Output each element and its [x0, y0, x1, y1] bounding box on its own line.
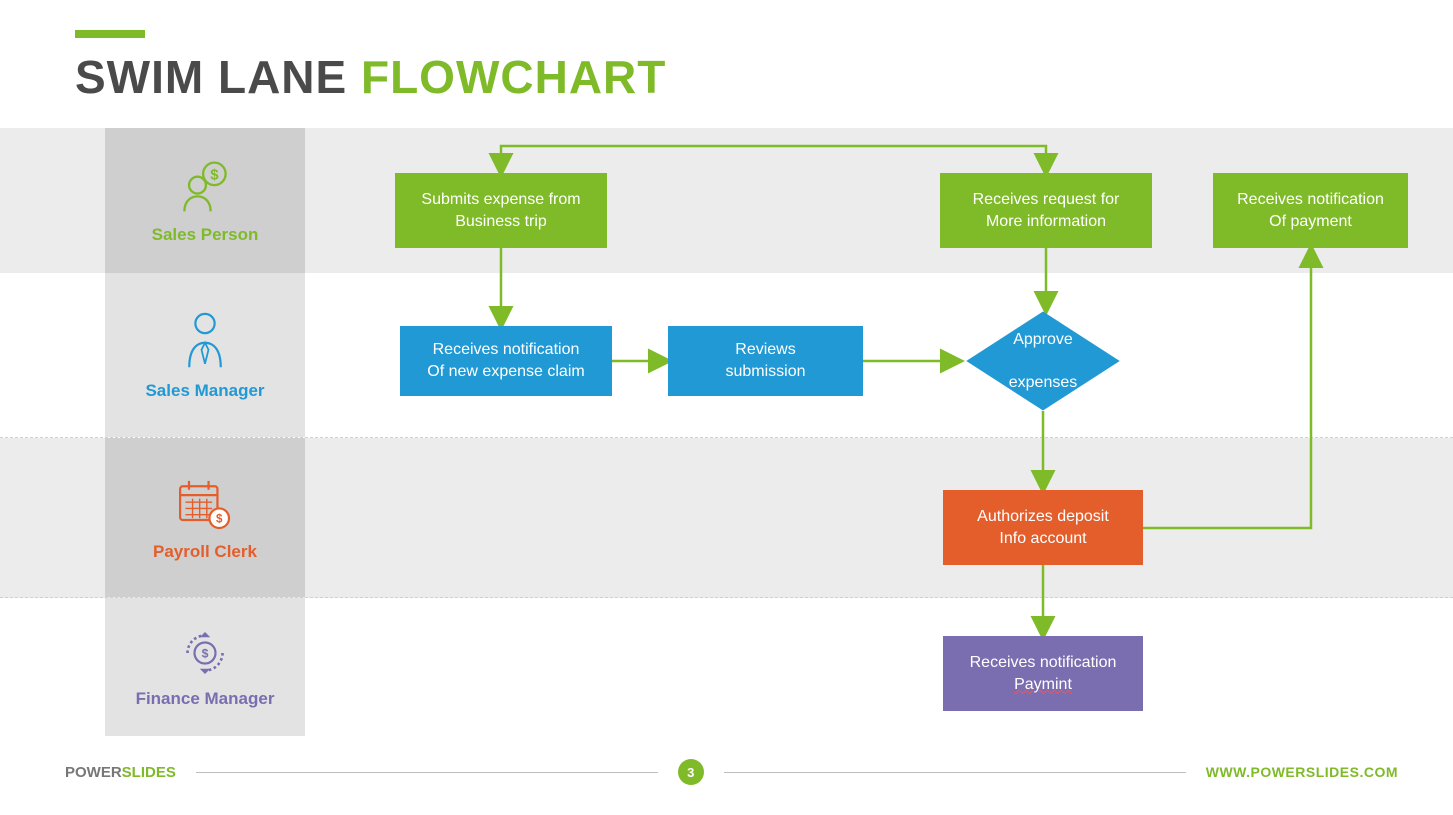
footer-line — [724, 772, 1186, 773]
manager-icon — [177, 309, 233, 373]
page-title: SWIM LANE FLOWCHART — [75, 50, 666, 104]
role-sales-manager: Sales Manager — [105, 273, 305, 437]
footer: POWERSLIDES 3 WWW.POWERSLIDES.COM — [0, 759, 1453, 785]
person-money-icon: $ — [175, 157, 235, 217]
brand-dark: POWER — [65, 764, 122, 781]
lane-payroll-clerk: $ Payroll Clerk — [0, 438, 1453, 598]
role-payroll-clerk: $ Payroll Clerk — [105, 438, 305, 597]
role-label: Finance Manager — [136, 689, 275, 709]
footer-line — [196, 772, 658, 773]
lane-sales-person: $ Sales Person — [0, 128, 1453, 273]
finance-cycle-icon: $ — [175, 625, 235, 681]
brand-accent: SLIDES — [122, 764, 176, 781]
title-part2: FLOWCHART — [361, 51, 666, 103]
title-part1: SWIM LANE — [75, 51, 361, 103]
footer-url: WWW.POWERSLIDES.COM — [1206, 764, 1398, 780]
role-finance-manager: $ Finance Manager — [105, 598, 305, 736]
title-accent — [75, 30, 145, 38]
lane-finance-manager: $ Finance Manager — [0, 598, 1453, 736]
role-label: Sales Manager — [145, 381, 264, 401]
role-label: Payroll Clerk — [153, 542, 257, 562]
role-sales-person: $ Sales Person — [105, 128, 305, 273]
role-label: Sales Person — [152, 225, 259, 245]
calendar-money-icon: $ — [173, 474, 237, 534]
swimlanes: $ Sales Person Sales Manager — [0, 128, 1453, 736]
svg-text:$: $ — [216, 513, 223, 525]
svg-text:$: $ — [202, 646, 209, 660]
svg-text:$: $ — [210, 166, 219, 183]
lane-sales-manager: Sales Manager — [0, 273, 1453, 438]
brand-logo: POWERSLIDES — [65, 764, 176, 781]
page-number: 3 — [678, 759, 704, 785]
